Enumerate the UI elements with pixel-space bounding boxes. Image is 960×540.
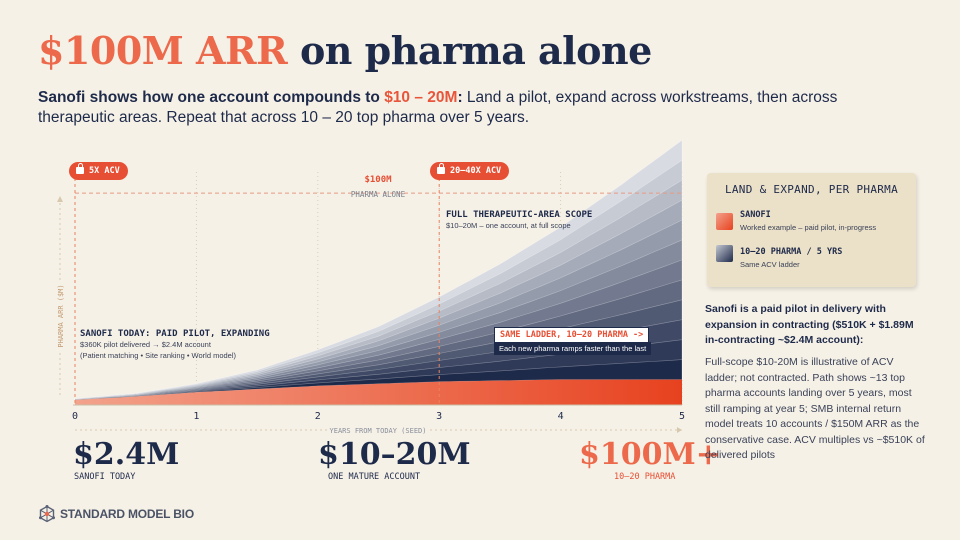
lock-icon <box>76 163 84 174</box>
title-rest: on pharma alone <box>299 28 652 73</box>
x-tick-label: 1 <box>193 411 199 422</box>
y-axis-title: PHARMA ARR ($M) <box>57 284 65 347</box>
lock-icon <box>437 163 445 174</box>
molecule-logo-icon <box>39 505 55 523</box>
legend-title: LAND & EXPAND, PER PHARMA <box>724 183 899 196</box>
subtitle-highlight: $10 – 20M <box>384 89 458 106</box>
subtitle-colon: : <box>457 89 463 106</box>
legend-swatch-sanofi <box>716 213 733 230</box>
sanofi-today-line2: (Patient matching • Site ranking • World… <box>80 351 237 360</box>
title-accent: $100M ARR <box>38 28 288 73</box>
side-note-body: Full-scope $10-20M is illustrative of AC… <box>705 356 925 461</box>
legend-card: LAND & EXPAND, PER PHARMA SANOFI Worked … <box>707 173 916 287</box>
x-tick-label: 3 <box>436 411 442 422</box>
big-number-pharma: $100M+ <box>579 437 721 472</box>
annotation-full-scope: FULL THERAPEUTIC-AREA SCOPE $10–20M – on… <box>446 210 592 231</box>
legend-desc-pharma: Same ACV ladder <box>740 260 800 269</box>
pill-5x-acv: 5X ACV <box>69 162 128 180</box>
pill-20-40x-acv: 20–40X ACV <box>430 162 510 180</box>
sanofi-today-heading: SANOFI TODAY: PAID PILOT, EXPANDING <box>80 329 270 339</box>
annotation-sanofi-today: SANOFI TODAY: PAID PILOT, EXPANDING $360… <box>80 329 270 361</box>
arr-area-chart: $100M PHARMA ALONE 0 1 2 3 4 5 YEARS FROM TODAY … <box>57 140 686 435</box>
full-scope-heading: FULL THERAPEUTIC-AREA SCOPE <box>446 210 593 220</box>
subtitle-bold-prefix: Sanofi shows how one account compounds t… <box>38 89 385 106</box>
pill-5x-label: 5X ACV <box>89 166 120 176</box>
x-tick-label: 0 <box>72 411 78 422</box>
subtitle: Sanofi shows how one account compounds t… <box>38 88 858 128</box>
pill-20-40x-label: 20–40X ACV <box>450 166 502 176</box>
big-label-sanofi-today: SANOFI TODAY <box>74 472 136 482</box>
legend-desc-sanofi: Worked example – paid pilot, in-progress <box>740 223 877 232</box>
side-note-bold: Sanofi is a paid pilot in delivery with … <box>705 303 914 346</box>
big-number-sanofi-today: $2.4M <box>73 437 180 472</box>
x-axis-title: YEARS FROM TODAY (SEED) <box>330 427 427 435</box>
x-tick-label: 5 <box>679 411 685 422</box>
sanofi-area <box>75 379 682 405</box>
big-label-mature-account: ONE MATURE ACCOUNT <box>328 472 421 482</box>
big-number-mature-account: $10–20M <box>318 437 471 472</box>
ladder-callout: SAME LADDER, 10–20 PHARMA -> <box>494 327 650 343</box>
target-sublabel: PHARMA ALONE <box>351 190 406 199</box>
page-title: $100M ARR on pharma alone <box>38 28 652 73</box>
sanofi-today-line1: $360K pilot delivered → $2.4M account <box>80 340 211 349</box>
x-tick-label: 2 <box>315 411 321 422</box>
x-tick-label: 4 <box>558 411 564 422</box>
big-label-pharma: 10–20 PHARMA <box>614 472 676 482</box>
legend-name-sanofi: SANOFI <box>740 210 771 220</box>
legend-name-pharma: 10–20 PHARMA / 5 YRS <box>740 247 843 257</box>
x-axis-arrow <box>677 427 682 433</box>
subtitle-body: Land a pilot, expand across workstreams,… <box>38 89 838 126</box>
y-axis-arrow <box>57 196 63 202</box>
ladder-callout-sub: Each new pharma ramps faster than the la… <box>494 342 652 355</box>
brand-name: STANDARD MODEL BIO <box>60 507 194 521</box>
full-scope-sub: $10–20M – one account, at full scope <box>446 221 571 230</box>
target-value-label: $100M <box>364 175 392 185</box>
legend-swatch-pharma <box>716 245 733 262</box>
